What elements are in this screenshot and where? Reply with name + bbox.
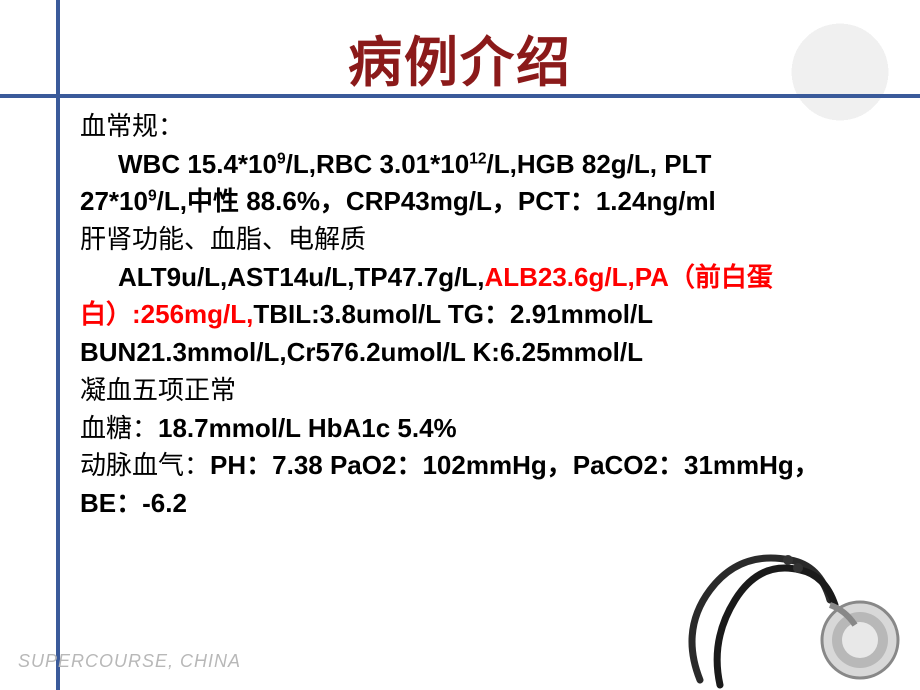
- tbil-tg: TBIL:3.8umol/L TG：2.91mmol/L: [253, 299, 653, 329]
- section-coagulation: 凝血五项正常: [80, 372, 890, 410]
- lab-line-3: ALT9u/L,AST14u/L,TP47.7g/L,ALB23.6g/L,PA…: [80, 259, 890, 334]
- wbc-value: WBC 15.4*10: [118, 149, 277, 179]
- blood-sugar-label: 血糖：: [80, 414, 158, 443]
- rbc-value: /L,RBC 3.01*10: [286, 149, 470, 179]
- lab-line-5: 血糖：18.7mmol/L HbA1c 5.4%: [80, 410, 890, 448]
- rbc-exp: 12: [469, 150, 486, 167]
- slide-title: 病例介绍: [0, 18, 920, 97]
- stethoscope-image: [660, 510, 920, 690]
- section-liver-kidney: 肝肾功能、血脂、电解质: [80, 221, 890, 259]
- vertical-divider: [56, 0, 60, 690]
- lab-line-1: WBC 15.4*109/L,RBC 3.01*1012/L,HGB 82g/L…: [80, 146, 890, 184]
- plt-exp: 9: [148, 188, 157, 205]
- hgb-plt-value: /L,HGB 82g/L, PLT: [487, 149, 712, 179]
- footer-text: SUPERCOURSE, CHINA: [18, 651, 241, 672]
- neut-crp-pct: /L,中性 88.6%，CRP43mg/L，PCT：1.24ng/ml: [157, 186, 716, 216]
- blood-sugar-value: 18.7mmol/L HbA1c 5.4%: [158, 413, 457, 443]
- wbc-exp: 9: [277, 150, 286, 167]
- lab-line-4: BUN21.3mmol/L,Cr576.2umol/L K:6.25mmol/L: [80, 334, 890, 372]
- lab-line-2: 27*109/L,中性 88.6%，CRP43mg/L，PCT：1.24ng/m…: [80, 183, 890, 221]
- alt-ast-tp: ALT9u/L,AST14u/L,TP47.7g/L,: [118, 262, 484, 292]
- slide-body: 血常规： WBC 15.4*109/L,RBC 3.01*1012/L,HGB …: [80, 108, 890, 523]
- abg-label: 动脉血气：: [80, 451, 210, 480]
- plt-value: 27*10: [80, 186, 148, 216]
- lab-line-6: 动脉血气：PH：7.38 PaO2：102mmHg，PaCO2：31mmHg，B…: [80, 447, 890, 522]
- section-blood-routine: 血常规：: [80, 108, 890, 146]
